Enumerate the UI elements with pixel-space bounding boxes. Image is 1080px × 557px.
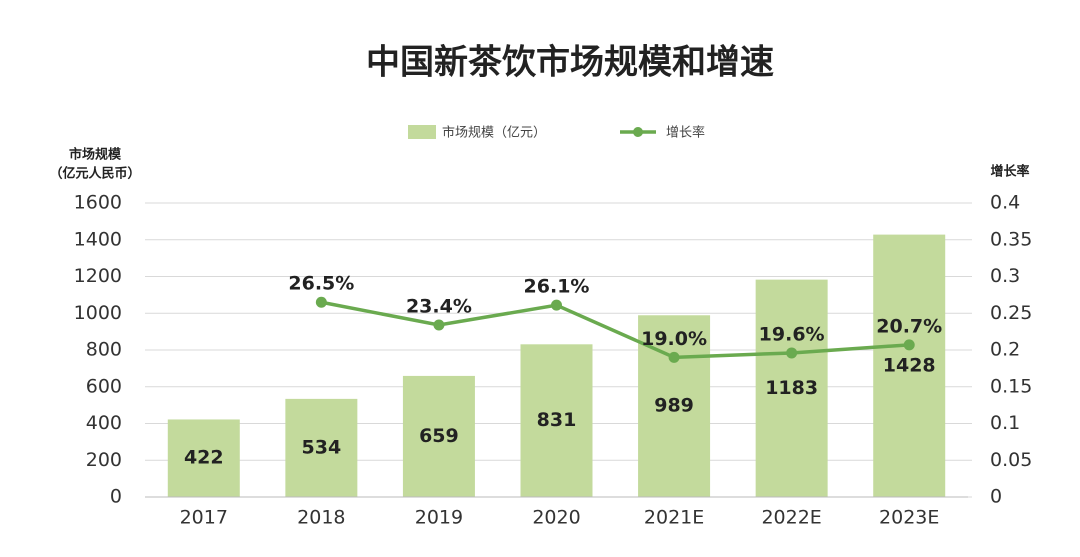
y-tick-label: 400 — [86, 412, 122, 434]
y-tick-label: 1600 — [74, 192, 122, 214]
y-tick-label: 1000 — [74, 302, 122, 324]
line-value-label: 20.7% — [876, 315, 942, 337]
y-axis-label: 市场规模 — [69, 147, 122, 163]
y-tick-label: 800 — [86, 339, 122, 361]
y2-tick-label: 0.35 — [990, 228, 1032, 250]
x-tick-label: 2017 — [180, 507, 228, 529]
y2-tick-label: 0.25 — [990, 302, 1032, 324]
line-point — [668, 351, 680, 363]
y-tick-label: 0 — [110, 486, 122, 508]
line-value-label: 19.0% — [641, 328, 707, 350]
bar — [755, 279, 828, 497]
x-tick-label: 2018 — [297, 507, 345, 529]
x-tick-label: 2019 — [415, 507, 463, 529]
bar — [873, 234, 946, 498]
bar — [285, 398, 358, 497]
bar — [167, 419, 240, 497]
line-value-label: 23.4% — [406, 296, 472, 318]
y-tick-label: 200 — [86, 449, 122, 471]
line-point — [433, 319, 445, 331]
bar-value-label: 989 — [654, 395, 694, 417]
y2-tick-label: 0.05 — [990, 449, 1032, 471]
y2-axis-label: 增长率 — [990, 164, 1029, 180]
legend-swatch — [633, 127, 643, 137]
bar-value-label: 659 — [419, 425, 459, 447]
legend-swatch — [408, 125, 436, 139]
y2-tick-label: 0 — [990, 486, 1002, 508]
line-value-label: 26.1% — [524, 276, 590, 298]
y2-tick-label: 0.2 — [990, 339, 1020, 361]
bar-value-label: 1428 — [883, 354, 936, 376]
bar-value-label: 1183 — [765, 377, 818, 399]
line-point — [903, 339, 915, 351]
line-point — [551, 299, 562, 311]
y-tick-label: 1200 — [74, 265, 122, 287]
y-tick-label: 1400 — [74, 228, 122, 250]
line — [321, 300, 910, 360]
legend-label: 市场规模（亿元） — [442, 125, 546, 141]
y-tick-label: 600 — [86, 375, 122, 397]
line-point — [315, 296, 327, 308]
bar-value-label: 534 — [302, 436, 342, 458]
y2-tick-label: 0.3 — [990, 265, 1020, 287]
line-point — [786, 347, 798, 359]
x-tick-label: 2023E — [879, 507, 939, 529]
line-value-label: 19.6% — [759, 323, 825, 345]
y2-tick-label: 0.4 — [990, 192, 1020, 214]
y-axis-label: （亿元人民币） — [49, 166, 140, 182]
y2-tick-label: 0.1 — [990, 412, 1020, 434]
bar-value-label: 831 — [537, 409, 577, 431]
x-tick-label: 2022E — [761, 507, 821, 529]
y2-tick-label: 0.15 — [990, 375, 1032, 397]
bar-value-label: 422 — [184, 447, 224, 469]
line-value-label: 26.5% — [288, 273, 354, 295]
x-tick-label: 2020 — [532, 507, 580, 529]
chart-title: 中国新茶饮市场规模和增速 — [366, 43, 774, 83]
bar — [402, 375, 475, 497]
legend-label: 增长率 — [666, 125, 705, 141]
x-tick-label: 2021E — [644, 507, 704, 529]
bar — [520, 344, 593, 497]
